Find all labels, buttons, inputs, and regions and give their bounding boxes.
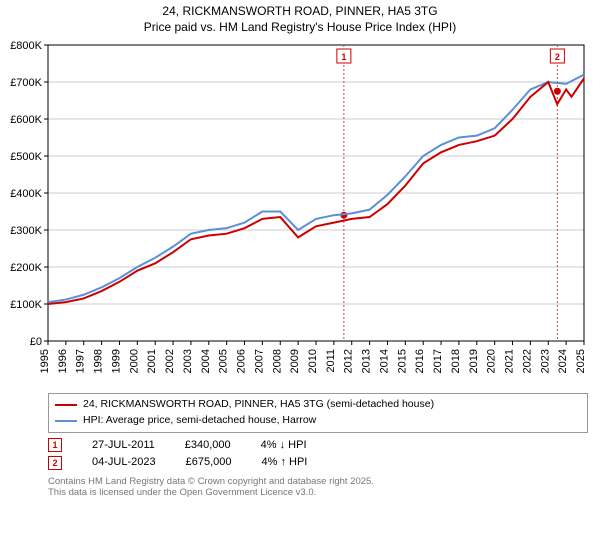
svg-text:2000: 2000 [128,349,140,373]
svg-text:£500K: £500K [10,151,42,163]
svg-text:2003: 2003 [182,349,194,373]
svg-text:£700K: £700K [10,77,42,89]
svg-text:2023: 2023 [539,349,551,373]
svg-text:£200K: £200K [10,262,42,274]
marker-date: 27-JUL-2011 [92,437,155,455]
svg-text:2022: 2022 [521,349,533,373]
legend-swatch [55,404,77,406]
svg-text:£400K: £400K [10,188,42,200]
footer-line-1: Contains HM Land Registry data © Crown c… [48,476,588,487]
svg-text:2024: 2024 [557,349,569,373]
svg-text:1997: 1997 [75,349,87,373]
svg-text:1998: 1998 [93,349,105,373]
svg-text:2011: 2011 [325,349,337,373]
svg-text:1: 1 [341,52,346,62]
svg-text:2015: 2015 [396,349,408,373]
svg-text:£600K: £600K [10,114,42,126]
legend-item: 24, RICKMANSWORTH ROAD, PINNER, HA5 3TG … [55,397,581,413]
marker-badge: 1 [48,438,62,452]
svg-text:1999: 1999 [110,349,122,373]
svg-text:2012: 2012 [343,349,355,373]
svg-text:2014: 2014 [378,349,390,373]
legend-swatch [55,420,77,422]
svg-text:£300K: £300K [10,225,42,237]
svg-text:1996: 1996 [57,349,69,373]
title-block: 24, RICKMANSWORTH ROAD, PINNER, HA5 3TG … [6,4,594,35]
marker-delta: 4% ↓ HPI [261,437,307,455]
svg-text:2010: 2010 [307,349,319,373]
title-line-2: Price paid vs. HM Land Registry's House … [6,20,594,36]
svg-text:2020: 2020 [486,349,498,373]
svg-text:£800K: £800K [10,40,42,52]
legend-item: HPI: Average price, semi-detached house,… [55,413,581,429]
legend-label: HPI: Average price, semi-detached house,… [83,413,316,429]
marker-price: £675,000 [186,454,232,472]
marker-table: 1 27-JUL-2011 £340,000 4% ↓ HPI 2 04-JUL… [48,437,588,472]
chart-area: £0 £100K £200K £300K £400K £500K £600K £700K £80… [6,39,594,389]
svg-text:2008: 2008 [271,349,283,373]
svg-text:2025: 2025 [575,349,587,373]
svg-text:2016: 2016 [414,349,426,373]
svg-text:2021: 2021 [504,349,516,373]
title-line-1: 24, RICKMANSWORTH ROAD, PINNER, HA5 3TG [6,4,594,20]
marker-row: 1 27-JUL-2011 £340,000 4% ↓ HPI [48,437,588,455]
legend-label: 24, RICKMANSWORTH ROAD, PINNER, HA5 3TG … [83,397,434,413]
svg-text:1995: 1995 [39,349,51,373]
footer-line-2: This data is licensed under the Open Gov… [48,487,588,498]
svg-text:2: 2 [555,52,560,62]
svg-text:2004: 2004 [200,349,212,373]
svg-text:£100K: £100K [10,299,42,311]
line-chart: £0 £100K £200K £300K £400K £500K £600K £700K £80… [6,39,594,389]
svg-text:2017: 2017 [432,349,444,373]
svg-text:2006: 2006 [236,349,248,373]
root: 24, RICKMANSWORTH ROAD, PINNER, HA5 3TG … [0,0,600,560]
svg-text:2001: 2001 [146,349,158,373]
marker-delta: 4% ↑ HPI [261,454,307,472]
marker-date: 04-JUL-2023 [92,454,156,472]
svg-text:2013: 2013 [361,349,373,373]
marker-badge: 2 [48,456,62,470]
svg-text:2009: 2009 [289,349,301,373]
marker-row: 2 04-JUL-2023 £675,000 4% ↑ HPI [48,454,588,472]
legend: 24, RICKMANSWORTH ROAD, PINNER, HA5 3TG … [48,393,588,433]
svg-text:2018: 2018 [450,349,462,373]
svg-text:£0: £0 [30,336,42,348]
footer: Contains HM Land Registry data © Crown c… [48,476,588,499]
svg-text:2007: 2007 [253,349,265,373]
svg-text:2019: 2019 [468,349,480,373]
svg-text:2002: 2002 [164,349,176,373]
marker-price: £340,000 [185,437,231,455]
svg-text:2005: 2005 [218,349,230,373]
